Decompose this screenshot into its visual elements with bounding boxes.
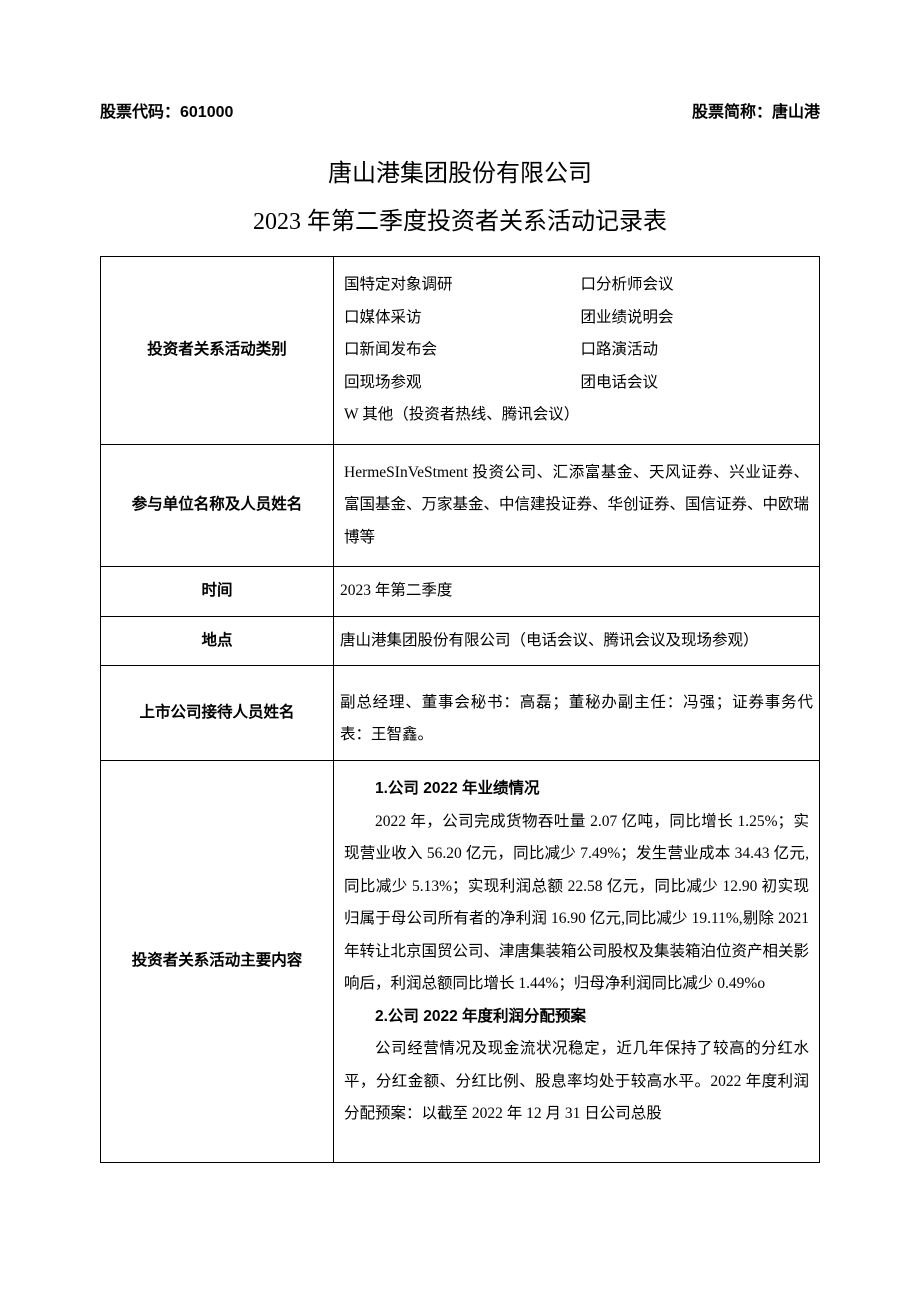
row-receptionists: 上市公司接待人员姓名 副总经理、董事会秘书：高磊；董秘办副主任：冯强；证券事务代… [101, 666, 820, 760]
receptionists-text: 副总经理、董事会秘书：高磊；董秘办副主任：冯强；证券事务代表：王智鑫。 [340, 687, 813, 752]
stock-code: 股票代码：601000 [100, 98, 233, 122]
row-place: 地点 唐山港集团股份有限公司（电话会议、腾讯会议及现场参观） [101, 616, 820, 666]
activity-opt-0-0: 国特定对象调研 [344, 269, 581, 302]
activity-opt-0-1: 口分析师会议 [581, 269, 818, 302]
label-time: 时间 [101, 567, 334, 617]
activity-opt-3-1: 团电话会议 [581, 367, 818, 400]
cell-receptionists: 副总经理、董事会秘书：高磊；董秘办副主任：冯强；证券事务代表：王智鑫。 [334, 666, 820, 760]
header-line: 股票代码：601000 股票简称：唐山港 [100, 98, 820, 122]
document-title: 唐山港集团股份有限公司 2023 年第二季度投资者关系活动记录表 [100, 150, 820, 246]
activity-opt-2-1: 口路演活动 [581, 334, 818, 367]
stock-short-name: 股票简称：唐山港 [692, 98, 820, 122]
title-line-2: 2023 年第二季度投资者关系活动记录表 [100, 198, 820, 246]
activity-opt-1-0: 口媒体采访 [344, 302, 581, 335]
cell-place: 唐山港集团股份有限公司（电话会议、腾讯会议及现场参观） [334, 616, 820, 666]
row-main-content: 投资者关系活动主要内容 1.公司 2022 年业绩情况 2022 年，公司完成货… [101, 760, 820, 1162]
record-table: 投资者关系活动类别 国特定对象调研 口分析师会议 口媒体采访 团业绩说明会 口新… [100, 256, 820, 1163]
section-1-heading: 1.公司 2022 年业绩情况 [344, 773, 809, 806]
activity-opt-3-0: 回现场参观 [344, 367, 581, 400]
row-participants: 参与单位名称及人员姓名 HermeSInVeStment 投资公司、汇添富基金、… [101, 444, 820, 567]
activity-opt-1-1: 团业绩说明会 [581, 302, 818, 335]
section-2-heading: 2.公司 2022 年度利润分配预案 [344, 1001, 809, 1034]
label-participants: 参与单位名称及人员姓名 [101, 444, 334, 567]
participants-text: HermeSInVeStment 投资公司、汇添富基金、天风证券、兴业证券、富国… [340, 453, 813, 559]
title-line-1: 唐山港集团股份有限公司 [100, 150, 820, 198]
label-main-content: 投资者关系活动主要内容 [101, 760, 334, 1162]
cell-activity-type: 国特定对象调研 口分析师会议 口媒体采访 团业绩说明会 口新闻发布会 口路演活动… [334, 257, 820, 445]
section-2-body: 公司经营情况及现金流状况稳定，近几年保持了较高的分红水平，分红金额、分红比例、股… [344, 1033, 809, 1131]
label-activity-type: 投资者关系活动类别 [101, 257, 334, 445]
activity-opt-2-0: 口新闻发布会 [344, 334, 581, 367]
activity-opt-other: W 其他（投资者热线、腾讯会议） [344, 399, 817, 432]
label-receptionists: 上市公司接待人员姓名 [101, 666, 334, 760]
cell-time: 2023 年第二季度 [334, 567, 820, 617]
document-page: 股票代码：601000 股票简称：唐山港 唐山港集团股份有限公司 2023 年第… [0, 0, 920, 1301]
row-time: 时间 2023 年第二季度 [101, 567, 820, 617]
section-1-body: 2022 年，公司完成货物吞吐量 2.07 亿吨，同比增长 1.25%；实现营业… [344, 806, 809, 1001]
row-activity-type: 投资者关系活动类别 国特定对象调研 口分析师会议 口媒体采访 团业绩说明会 口新… [101, 257, 820, 445]
cell-main-content: 1.公司 2022 年业绩情况 2022 年，公司完成货物吞吐量 2.07 亿吨… [334, 760, 820, 1162]
activity-type-grid: 国特定对象调研 口分析师会议 口媒体采访 团业绩说明会 口新闻发布会 口路演活动… [340, 265, 821, 436]
cell-participants: HermeSInVeStment 投资公司、汇添富基金、天风证券、兴业证券、富国… [334, 444, 820, 567]
label-place: 地点 [101, 616, 334, 666]
